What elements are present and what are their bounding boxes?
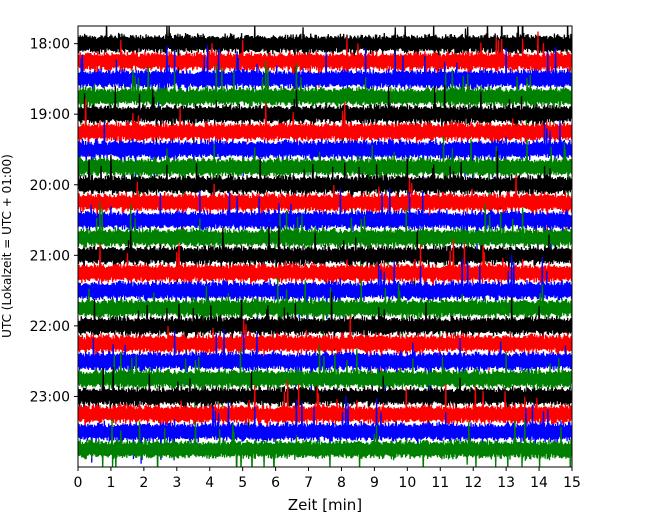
- trace-1800: [78, 26, 572, 80]
- trace-1830: [78, 44, 572, 112]
- plot-frame: [77, 25, 573, 468]
- trace-2330: [78, 395, 572, 464]
- trace-2030: [78, 188, 572, 252]
- x-tick-label: 5: [238, 475, 247, 491]
- x-tick-label: 11: [431, 475, 449, 491]
- y-tick-label: 23:00: [30, 389, 70, 405]
- y-tick-label: 19:00: [30, 107, 70, 123]
- trace-2245: [78, 344, 572, 410]
- trace-2145: [78, 277, 572, 343]
- y-tick-label: 21:00: [30, 248, 70, 264]
- trace-2200: [78, 292, 572, 356]
- trace-2045: [78, 201, 572, 269]
- trace-1900: [78, 84, 572, 149]
- y-axis: 18:00 19:00 20:00 21:00 22:00 23:00: [30, 37, 78, 405]
- trace-1915: [78, 98, 572, 157]
- trace-2315: [78, 380, 572, 442]
- y-tick-label: 22:00: [30, 319, 70, 335]
- trace-2115: [78, 238, 572, 301]
- trace-1930: [78, 119, 572, 184]
- x-axis: 0 1 2 3 4 5 6 7 8 9 10 11 12 13 14 15: [74, 467, 581, 491]
- x-tick-label: 4: [205, 475, 214, 491]
- x-tick-label: 13: [497, 475, 515, 491]
- y-tick-label: 20:00: [30, 178, 70, 194]
- x-tick-label: 9: [370, 475, 379, 491]
- seismogram-traces: [78, 26, 572, 467]
- x-axis-label: Zeit [min]: [288, 496, 362, 514]
- x-tick-label: 12: [464, 475, 482, 491]
- trace-1845: [78, 60, 572, 128]
- trace-2300: [78, 367, 572, 431]
- y-axis-label: UTC (Lokalzeit = UTC + 01:00): [0, 154, 14, 338]
- trace-2000: [78, 150, 572, 215]
- x-tick-label: 3: [172, 475, 181, 491]
- y-tick-label: 18:00: [30, 37, 70, 53]
- x-tick-label: 1: [106, 475, 115, 491]
- x-tick-label: 8: [337, 475, 346, 491]
- trace-2130: [78, 254, 572, 323]
- x-tick-label: 7: [304, 475, 313, 491]
- trace-2100: [78, 225, 572, 290]
- trace-2215: [78, 316, 572, 378]
- x-tick-label: 0: [74, 475, 83, 491]
- trace-2230: [78, 329, 572, 398]
- trace-1945: [78, 135, 572, 204]
- trace-1815: [78, 31, 572, 93]
- trace-2345: [78, 418, 572, 467]
- x-tick-label: 6: [271, 475, 280, 491]
- x-tick-label: 15: [563, 475, 581, 491]
- x-tick-label: 14: [530, 475, 548, 491]
- x-tick-label: 2: [139, 475, 148, 491]
- x-tick-label: 10: [398, 475, 416, 491]
